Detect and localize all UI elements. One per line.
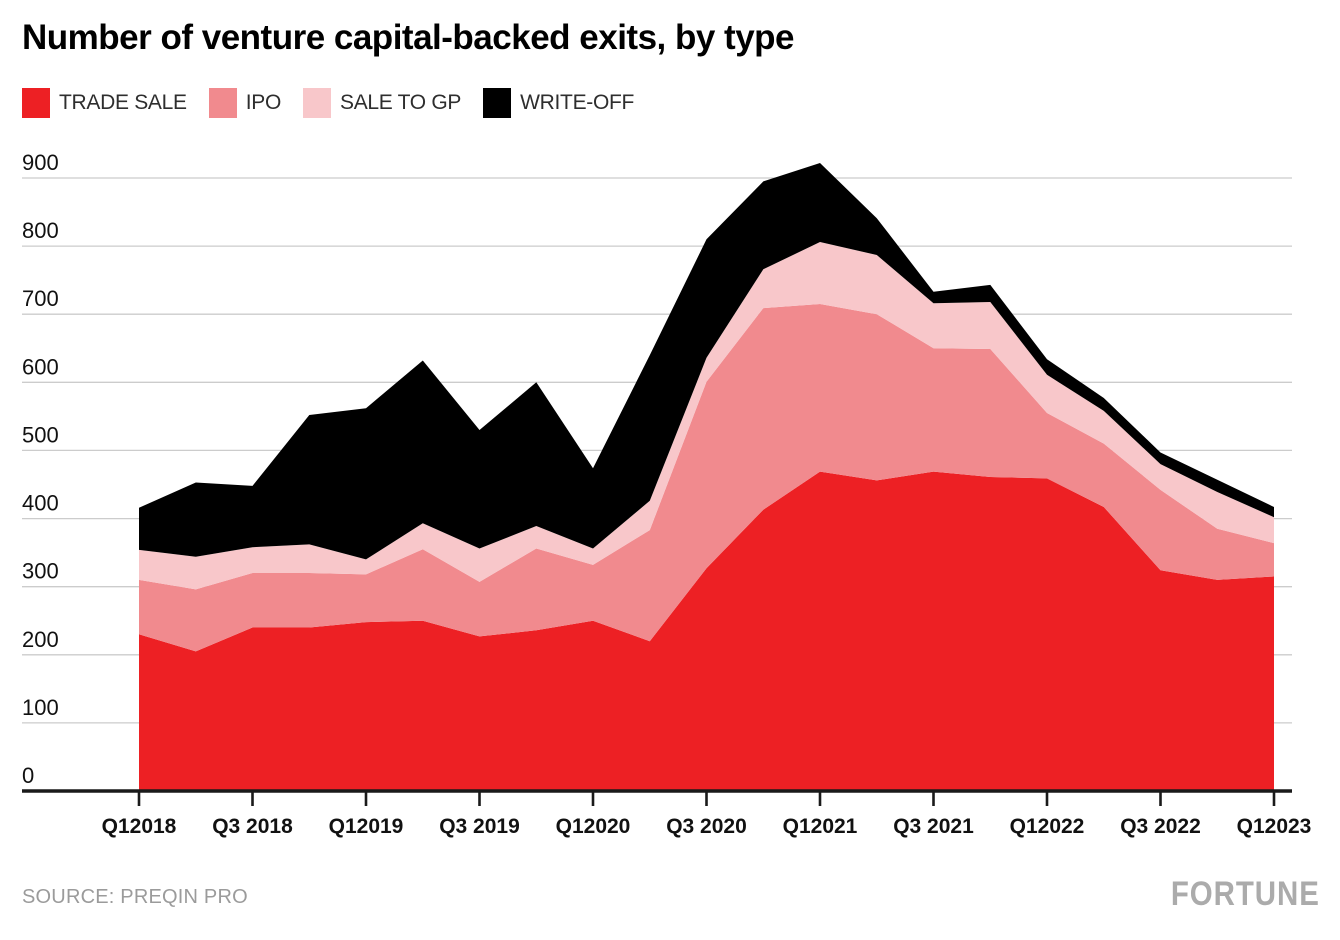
y-tick-label: 700 — [22, 286, 59, 311]
legend-item-label: IPO — [245, 91, 282, 114]
y-tick-label: 800 — [22, 218, 59, 243]
legend-item: WRITE-OFF — [483, 88, 634, 118]
y-tick-label: 900 — [22, 150, 59, 175]
chart-title: Number of venture capital-backed exits, … — [22, 18, 795, 57]
source-attribution: SOURCE: PREQIN PRO — [22, 886, 248, 908]
x-tick-label: Q12023 — [1237, 815, 1312, 838]
area-write-off — [139, 163, 1274, 560]
legend-swatch — [22, 88, 50, 118]
legend: TRADE SALE IPO SALE TO GP WRITE-OFF — [22, 88, 656, 118]
legend-item: IPO — [208, 88, 282, 118]
x-tick-label: Q3 2020 — [666, 815, 747, 838]
legend-item-label: WRITE-OFF — [520, 91, 635, 114]
x-tick-label: Q12021 — [783, 815, 858, 838]
x-tick-label: Q3 2021 — [893, 815, 974, 838]
y-tick-label: 200 — [22, 627, 59, 652]
area-ipo — [139, 304, 1274, 652]
y-axis: 0 100 200 300 400 500 600 700 800 900 — [22, 150, 1292, 788]
x-tick-label: Q12022 — [1010, 815, 1085, 838]
y-tick-label: 500 — [22, 422, 59, 447]
legend-item-label: SALE TO GP — [340, 91, 462, 114]
legend-item: SALE TO GP — [303, 88, 461, 118]
areas — [139, 163, 1274, 791]
area-sale-to-gp — [139, 242, 1274, 590]
legend-swatch — [483, 88, 512, 118]
x-axis: Q12018 Q3 2018 Q12019 Q3 2019 Q12020 Q3 2020 Q… — [102, 792, 1312, 838]
y-tick-label: 600 — [22, 354, 59, 379]
x-tick-label: Q3 2022 — [1120, 815, 1201, 838]
area-trade-sale — [139, 471, 1274, 791]
x-tick-label: Q12020 — [556, 815, 631, 838]
x-tick-label: Q12018 — [102, 815, 177, 838]
y-tick-label: 0 — [22, 763, 34, 788]
fortune-logo: FORTUNE — [1171, 873, 1320, 914]
x-tick-label: Q12019 — [329, 815, 404, 838]
y-tick-label: 300 — [22, 559, 59, 584]
y-tick-label: 100 — [22, 695, 59, 720]
legend-swatch — [303, 88, 331, 118]
x-tick-label: Q3 2019 — [439, 815, 520, 838]
legend-item-label: TRADE SALE — [59, 91, 187, 114]
legend-item: TRADE SALE — [22, 88, 187, 118]
y-tick-label: 400 — [22, 491, 59, 516]
x-tick-label: Q3 2018 — [212, 815, 293, 838]
legend-swatch — [208, 88, 237, 118]
